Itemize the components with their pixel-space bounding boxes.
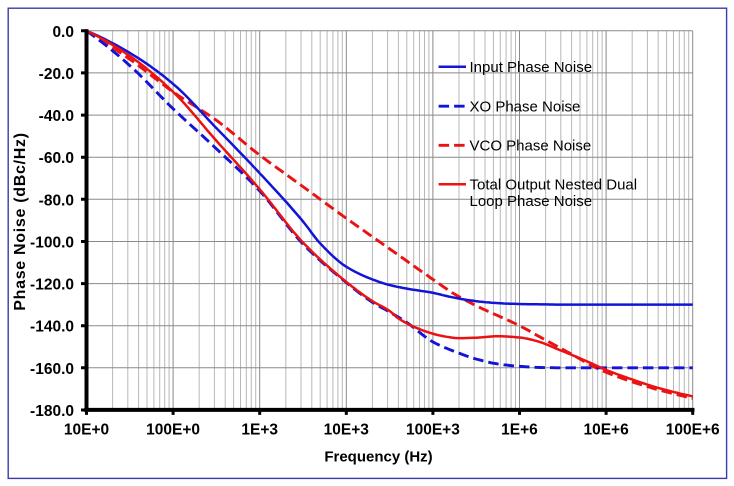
svg-text:Phase Noise (dBc/Hz): Phase Noise (dBc/Hz) [12, 132, 29, 310]
svg-text:Frequency (Hz): Frequency (Hz) [324, 448, 432, 465]
svg-text:10E+0: 10E+0 [64, 421, 109, 438]
svg-text:-60.0: -60.0 [39, 150, 74, 167]
svg-text:XO Phase Noise: XO Phase Noise [470, 99, 581, 116]
svg-text:-40.0: -40.0 [39, 108, 74, 125]
svg-text:-160.0: -160.0 [30, 361, 74, 378]
svg-text:10E+6: 10E+6 [583, 421, 629, 438]
svg-text:-20.0: -20.0 [39, 66, 74, 83]
svg-text:Loop Phase Noise: Loop Phase Noise [470, 193, 593, 210]
svg-text:1E+6: 1E+6 [501, 421, 538, 438]
svg-text:0.0: 0.0 [52, 24, 74, 41]
svg-text:-120.0: -120.0 [30, 277, 74, 294]
svg-text:-80.0: -80.0 [39, 192, 74, 209]
svg-text:-140.0: -140.0 [30, 319, 74, 336]
svg-text:-100.0: -100.0 [30, 235, 74, 252]
svg-text:Total Output Nested Dual: Total Output Nested Dual [470, 177, 638, 194]
svg-text:VCO Phase Noise: VCO Phase Noise [470, 138, 592, 155]
svg-text:10E+3: 10E+3 [324, 421, 370, 438]
svg-text:Input Phase Noise: Input Phase Noise [470, 59, 593, 76]
svg-text:100E+6: 100E+6 [666, 421, 720, 438]
svg-text:1E+3: 1E+3 [241, 421, 278, 438]
svg-text:100E+3: 100E+3 [406, 421, 460, 438]
svg-text:-180.0: -180.0 [30, 403, 74, 420]
svg-text:100E+0: 100E+0 [146, 421, 200, 438]
